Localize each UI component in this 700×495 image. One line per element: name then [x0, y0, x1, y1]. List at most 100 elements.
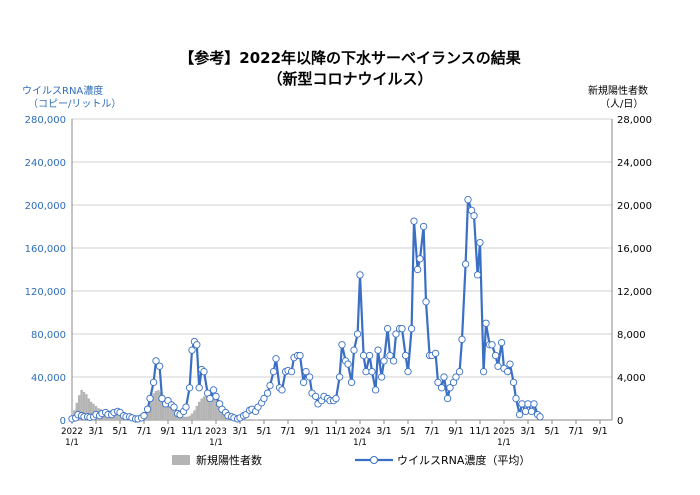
rna-point [503, 367, 512, 376]
rna-point [146, 394, 154, 403]
case-bar [217, 400, 220, 420]
case-bar [202, 396, 206, 420]
rna-point [413, 265, 422, 274]
case-bar [78, 395, 81, 420]
rna-point [209, 386, 218, 394]
case-bar [205, 395, 208, 420]
right-tick-label: 20,000 [617, 201, 652, 212]
case-bar [207, 396, 210, 420]
legend-item-rna: ウイルスRNA濃度（平均） [355, 452, 530, 468]
rna-point [422, 298, 430, 306]
rna-point [437, 384, 446, 392]
left-tick-label: 280,000 [25, 115, 66, 126]
right-tick-label: 8,000 [617, 330, 646, 341]
case-bar [162, 395, 165, 420]
case-bar [200, 398, 203, 420]
rna-point [494, 362, 502, 370]
rna-point [473, 271, 482, 279]
case-bar [243, 419, 246, 420]
case-bar [157, 389, 160, 420]
rna-point [386, 351, 394, 360]
legend-bar-swatch [172, 455, 190, 465]
rna-point [269, 367, 278, 376]
case-bar [193, 410, 196, 420]
case-bar [80, 389, 83, 420]
rna-point [443, 394, 452, 403]
legend-line-swatch [355, 456, 393, 464]
rna-point [193, 341, 201, 349]
rna-point [302, 367, 310, 376]
rna-point [365, 351, 374, 360]
case-bar [198, 401, 201, 420]
rna-point [410, 217, 418, 225]
x-tick-label: 3/1 [232, 426, 247, 437]
x-tick-label: 9/1 [160, 426, 175, 437]
case-bar [248, 419, 251, 420]
x-tick-label: 3/1 [88, 426, 103, 437]
case-bar [250, 419, 254, 420]
left-tick-label: 80,000 [31, 330, 66, 341]
rna-point [272, 355, 280, 363]
left-axis-label: ウイルスRNA濃度 [22, 86, 104, 97]
rna-point [356, 271, 364, 279]
rna-point [377, 373, 386, 381]
rna-point [491, 351, 500, 360]
chart-title: 【参考】2022年以降の下水サーベイランスの結果 [179, 49, 521, 67]
case-bar [253, 419, 256, 420]
rna-point [170, 403, 178, 411]
rna-point [287, 367, 296, 376]
rna-point [530, 400, 538, 408]
left-tick-label: 200,000 [25, 201, 66, 212]
case-bar [159, 392, 162, 420]
left-axis-unit: （コピー/リットル） [28, 99, 122, 110]
rna-point [455, 367, 464, 376]
x-tick-label-sub: 1/1 [209, 438, 223, 448]
rna-point [353, 330, 362, 338]
right-axis-label: 新規陽性者数 [588, 86, 648, 97]
rna-point [200, 367, 208, 376]
x-tick-label: 5/1 [400, 426, 415, 437]
rna-point [332, 394, 340, 403]
rna-point [521, 407, 530, 416]
rna-point [185, 384, 194, 392]
rna-point [383, 324, 392, 333]
x-tick-label: 2025 [493, 427, 515, 437]
x-tick-label: 9/1 [448, 426, 463, 437]
case-bar [82, 392, 86, 420]
rna-point [188, 346, 196, 354]
rna-point [335, 373, 344, 381]
case-bar [246, 419, 249, 420]
rna-point [182, 403, 190, 411]
case-bar [169, 404, 172, 420]
rna-point [338, 341, 346, 349]
rna-point [512, 394, 520, 403]
rna-point [152, 357, 160, 365]
case-bar [190, 413, 194, 420]
rna-point [461, 260, 470, 268]
rna-point [515, 410, 524, 419]
x-tick-label: 7/1 [136, 426, 151, 437]
left-tick-label: 0 [60, 416, 66, 427]
rna-point [347, 378, 356, 387]
x-tick-label: 11/1 [469, 426, 490, 437]
case-bar [171, 408, 174, 420]
rna-point [140, 412, 148, 420]
rna-point [509, 378, 518, 387]
rna-point [206, 394, 214, 403]
rna-point [350, 346, 358, 354]
case-bar [186, 416, 189, 420]
x-tick-label: 7/1 [424, 426, 439, 437]
x-tick-label: 2022 [61, 427, 83, 437]
right-tick-label: 24,000 [617, 158, 652, 169]
x-tick-label: 5/1 [112, 426, 127, 437]
rna-point [260, 394, 268, 403]
rna-point [419, 222, 428, 231]
x-tick-label: 9/1 [592, 426, 607, 437]
x-tick-label: 2024 [349, 427, 371, 437]
rna-point [305, 373, 314, 381]
legend-item-cases: 新規陽性者数 [172, 452, 262, 468]
x-tick-label: 11/1 [325, 426, 346, 437]
legend-label-cases: 新規陽性者数 [196, 454, 262, 467]
case-bar [166, 401, 170, 420]
